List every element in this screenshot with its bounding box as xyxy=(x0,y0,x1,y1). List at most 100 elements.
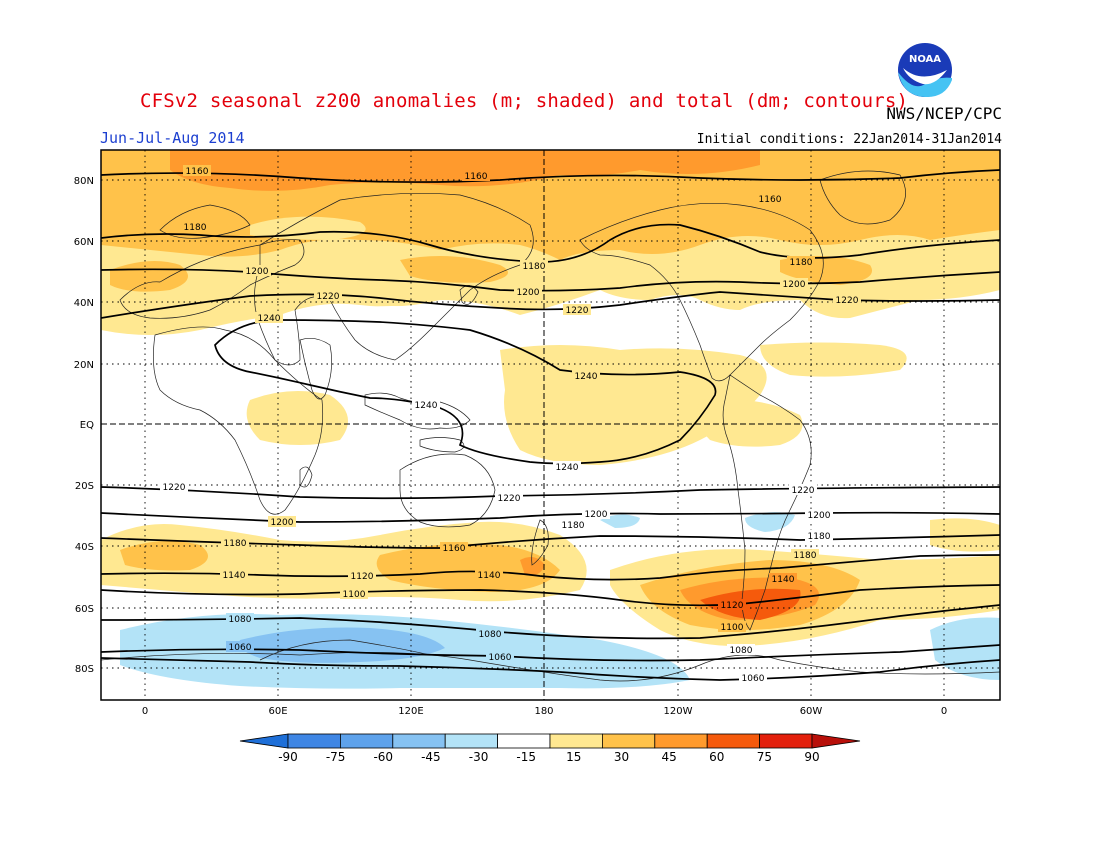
contour-label: 1140 xyxy=(220,569,248,581)
colorbar-arrow-high xyxy=(811,733,861,749)
noaa-logo: NOAA xyxy=(896,41,954,99)
lat-label: 60S xyxy=(75,604,94,615)
svg-text:1200: 1200 xyxy=(808,511,831,521)
svg-text:1200: 1200 xyxy=(271,518,294,528)
svg-text:1160: 1160 xyxy=(465,172,488,182)
svg-text:1200: 1200 xyxy=(246,267,269,277)
contour-label: 1200 xyxy=(243,265,271,277)
svg-text:1120: 1120 xyxy=(351,572,374,582)
contour-label: 1080 xyxy=(226,613,254,625)
contour-label: 1140 xyxy=(475,569,503,581)
colorbar-swatch xyxy=(706,733,761,749)
longitude-labels: 0 60E 120E 180 120W 60W 0 xyxy=(142,706,947,717)
height-contours xyxy=(101,169,1000,681)
svg-text:1200: 1200 xyxy=(585,510,608,520)
svg-text:1180: 1180 xyxy=(523,262,546,272)
contour-label: 1200 xyxy=(805,509,833,521)
svg-text:1240: 1240 xyxy=(556,463,579,473)
lat-label: 20S xyxy=(75,481,94,492)
contour-label: 1220 xyxy=(495,492,523,504)
contour-label: 1180 xyxy=(791,549,819,561)
svg-text:1140: 1140 xyxy=(223,571,246,581)
contour-label: 1080 xyxy=(476,628,504,640)
svg-text:1080: 1080 xyxy=(229,615,252,625)
colorbar-tick-label: 90 xyxy=(804,750,819,764)
colorbar-swatch xyxy=(549,733,603,749)
lat-label: 80S xyxy=(75,664,94,675)
lon-label: 0 xyxy=(941,706,947,717)
contour-label: 1180 xyxy=(559,519,587,531)
contour-label: 1120 xyxy=(718,599,746,611)
contour-label: 1240 xyxy=(255,312,283,324)
logo-text: NOAA xyxy=(909,54,941,65)
svg-text:1240: 1240 xyxy=(415,401,438,411)
anomaly-shading xyxy=(101,150,1000,689)
contour-label: 1100 xyxy=(340,588,368,600)
colorbar-tick-label: 30 xyxy=(614,750,629,764)
svg-text:1240: 1240 xyxy=(575,372,598,382)
contour-label: 1200 xyxy=(514,286,542,298)
svg-text:1180: 1180 xyxy=(224,539,247,549)
forecast-period: Jun-Jul-Aug 2014 xyxy=(100,129,245,147)
svg-text:1200: 1200 xyxy=(783,280,806,290)
svg-text:1220: 1220 xyxy=(792,486,815,496)
contour-label: 1160 xyxy=(756,193,784,205)
colorbar-tick-label: -75 xyxy=(326,750,346,764)
svg-text:1120: 1120 xyxy=(721,601,744,611)
svg-text:1080: 1080 xyxy=(479,630,502,640)
svg-text:1160: 1160 xyxy=(186,167,209,177)
initial-conditions: Initial conditions: 22Jan2014-31Jan2014 xyxy=(696,132,1002,147)
svg-text:1180: 1180 xyxy=(808,532,831,542)
contour-labels: 1160 1160 1160 1180 1180 1180 1200 1200 … xyxy=(160,165,861,684)
contour-label: 1200 xyxy=(268,516,296,528)
contour-label: 1160 xyxy=(440,542,468,554)
contour-label: 1220 xyxy=(314,290,342,302)
colorbar-tick-label: -60 xyxy=(373,750,393,764)
map-grid xyxy=(101,150,1000,700)
svg-text:1220: 1220 xyxy=(317,292,340,302)
colorbar-swatch xyxy=(339,733,394,749)
contour-label: 1080 xyxy=(727,644,755,656)
svg-text:1220: 1220 xyxy=(163,483,186,493)
svg-text:1200: 1200 xyxy=(517,288,540,298)
contour-label: 1060 xyxy=(739,672,767,684)
lon-label: 180 xyxy=(534,706,553,717)
contour-label: 1060 xyxy=(226,641,254,653)
svg-text:1100: 1100 xyxy=(343,590,366,600)
colorbar-swatch xyxy=(654,733,708,749)
svg-text:1180: 1180 xyxy=(562,521,585,531)
colorbar-tick-label: -30 xyxy=(469,750,489,764)
lon-label: 60W xyxy=(800,706,823,717)
lat-label: 80N xyxy=(74,176,94,187)
contour-label: 1180 xyxy=(805,530,833,542)
lon-label: 120W xyxy=(664,706,693,717)
colorbar-tick-label: 45 xyxy=(661,750,676,764)
colorbar-tick-label: 15 xyxy=(566,750,581,764)
colorbar-tick-label: 60 xyxy=(709,750,724,764)
agency-label: NWS/NCEP/CPC xyxy=(886,104,1002,123)
colorbar: -90 -75 -60 -45 -30 -15 15 30 45 60 75 90 xyxy=(239,733,861,764)
svg-text:1220: 1220 xyxy=(836,296,859,306)
colorbar-tick-label: 75 xyxy=(757,750,772,764)
colorbar-arrow-low xyxy=(239,733,289,749)
svg-text:1220: 1220 xyxy=(566,306,589,316)
svg-text:1240: 1240 xyxy=(258,314,281,324)
map-frame xyxy=(100,149,1001,701)
svg-text:1180: 1180 xyxy=(790,258,813,268)
svg-text:1220: 1220 xyxy=(498,494,521,504)
contour-label: 1240 xyxy=(553,461,581,473)
lon-label: 120E xyxy=(398,706,423,717)
latitude-labels: 80N 60N 40N 20N EQ 20S 40S 60S 80S xyxy=(74,176,94,675)
contour-label: 1220 xyxy=(833,294,861,306)
colorbar-swatch xyxy=(497,733,551,749)
contour-label: 1180 xyxy=(787,256,815,268)
contour-label: 1060 xyxy=(486,651,514,663)
colorbar-swatch xyxy=(602,733,656,749)
contour-label: 1180 xyxy=(221,537,249,549)
svg-text:1060: 1060 xyxy=(229,643,252,653)
contour-label: 1220 xyxy=(789,484,817,496)
contour-label: 1200 xyxy=(780,278,808,290)
lon-label: 60E xyxy=(268,706,287,717)
contour-label: 1220 xyxy=(563,304,591,316)
